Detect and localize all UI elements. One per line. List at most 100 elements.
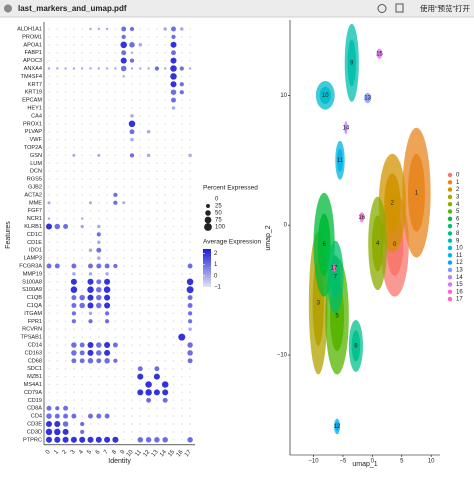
dot — [189, 336, 191, 338]
dot — [147, 186, 150, 188]
dot — [131, 431, 133, 433]
dot — [147, 328, 150, 331]
y-axis-title: Features — [5, 221, 12, 249]
dot — [89, 170, 92, 173]
dot — [189, 178, 191, 180]
dot — [170, 65, 177, 72]
dot — [114, 107, 117, 109]
dot — [64, 367, 67, 370]
dot — [48, 130, 50, 133]
dot — [131, 415, 133, 417]
dot — [48, 233, 50, 236]
dot — [122, 288, 125, 291]
dot — [147, 36, 150, 38]
dot — [180, 146, 183, 149]
dot — [48, 146, 50, 149]
dot — [164, 273, 167, 275]
dot — [122, 201, 126, 205]
info-button[interactable] — [377, 4, 387, 13]
dot — [163, 67, 167, 70]
dot — [122, 407, 125, 410]
dot — [89, 336, 92, 338]
feature-label: CD14 — [28, 342, 42, 348]
feature-label: CD68 — [28, 358, 42, 364]
dot — [64, 154, 67, 157]
dot — [114, 407, 117, 410]
dot — [89, 225, 92, 228]
dot — [139, 312, 142, 315]
dot — [81, 241, 84, 244]
cluster-cloud — [317, 213, 331, 276]
cluster-label: 13 — [364, 95, 371, 101]
dot — [89, 194, 92, 196]
dot — [97, 43, 100, 46]
dot — [48, 399, 50, 402]
dot — [131, 336, 133, 338]
dot — [73, 201, 75, 204]
dot — [171, 26, 176, 32]
dot — [97, 162, 100, 165]
open-with-button[interactable]: 使用“预览”打开 — [420, 3, 470, 13]
dot — [122, 107, 125, 109]
dot — [156, 304, 158, 307]
dot — [172, 328, 175, 331]
cluster-cloud — [344, 123, 347, 132]
dot — [73, 328, 75, 331]
dot — [189, 201, 191, 204]
dot — [113, 192, 118, 198]
feature-label: TPSAB1 — [21, 335, 42, 341]
dot — [164, 75, 167, 78]
dot — [56, 367, 59, 370]
dot — [114, 43, 117, 46]
dot — [89, 233, 92, 236]
color-tick-label: 0 — [214, 273, 218, 279]
dot — [81, 367, 84, 370]
dot — [131, 83, 133, 86]
close-button[interactable] — [4, 4, 12, 13]
dot — [106, 209, 108, 212]
dot — [131, 359, 133, 362]
dot — [156, 91, 158, 94]
dot — [81, 407, 84, 410]
dot — [180, 304, 183, 307]
dot — [121, 50, 127, 56]
dot — [164, 91, 167, 94]
dot — [172, 209, 175, 212]
dot — [172, 431, 175, 433]
dot — [114, 328, 117, 331]
dot — [81, 51, 84, 54]
dot — [73, 170, 75, 173]
dot — [139, 225, 142, 228]
dot — [120, 57, 127, 64]
dot — [73, 423, 75, 425]
dot — [81, 399, 84, 402]
dot — [114, 170, 117, 173]
dot — [64, 344, 67, 346]
dot — [156, 36, 158, 38]
dot — [81, 162, 84, 165]
dot — [172, 225, 175, 228]
dot — [164, 107, 167, 109]
dot — [114, 146, 117, 149]
feature-label: TOP2A — [24, 145, 43, 151]
dot — [128, 120, 136, 128]
dot — [56, 115, 59, 117]
dot — [45, 428, 53, 436]
dot — [81, 320, 84, 323]
dot — [122, 83, 125, 86]
dot — [81, 28, 84, 30]
feature-label: TM4SF4 — [21, 74, 42, 80]
dot — [147, 43, 150, 46]
dot — [189, 28, 191, 30]
dot — [139, 241, 142, 244]
dot — [106, 431, 108, 433]
dot — [81, 178, 84, 180]
dot — [187, 263, 193, 269]
dot — [156, 399, 158, 402]
dot — [122, 312, 125, 315]
share-button[interactable] — [395, 3, 404, 13]
dot — [96, 232, 101, 237]
dot — [162, 389, 169, 396]
dot — [164, 186, 167, 188]
dot — [180, 217, 183, 220]
